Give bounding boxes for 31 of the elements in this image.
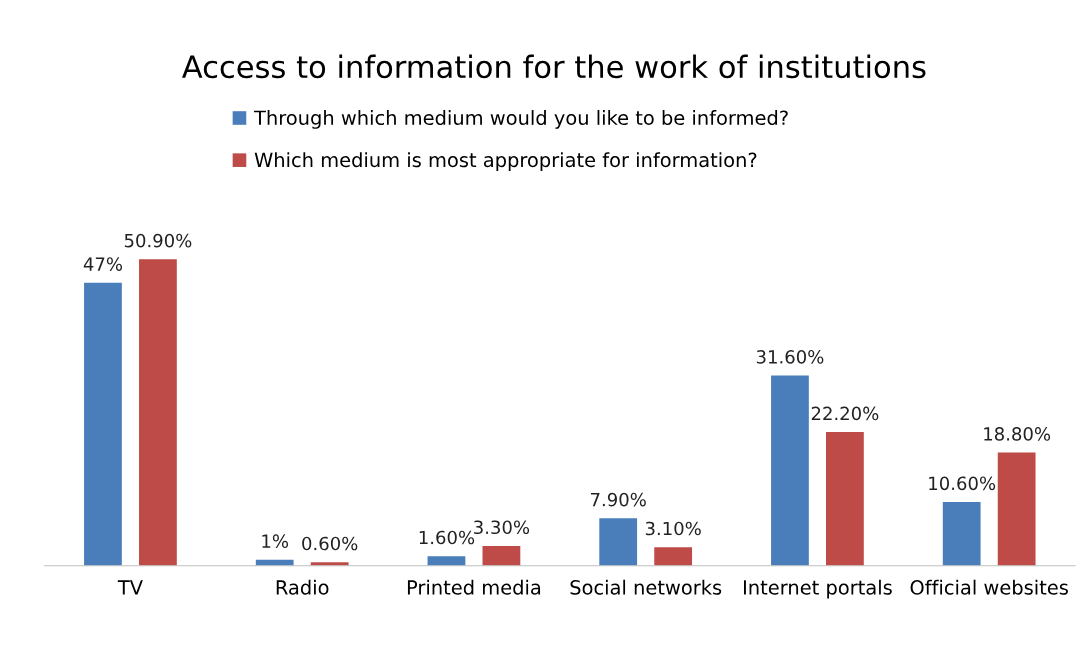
bar	[84, 282, 122, 566]
bar	[942, 501, 981, 566]
x-tick-label: Official websites	[910, 579, 1068, 595]
data-label: 3.30%	[474, 520, 530, 535]
x-tick-label: Radio	[276, 579, 329, 595]
legend-label: Which medium is most appropriate for information?	[254, 152, 757, 172]
chart-title: Access to information for the work of institutions	[182, 54, 926, 79]
data-label: 1%	[262, 534, 289, 548]
x-tick-label: Internet portals	[743, 579, 892, 599]
data-label: 3.10%	[645, 521, 701, 536]
x-tick-label: Printed media	[407, 579, 541, 595]
bar	[654, 547, 693, 566]
bar	[139, 259, 177, 566]
bar	[826, 432, 864, 566]
data-label: 22.20%	[811, 406, 879, 421]
data-label: 7.90%	[591, 492, 646, 507]
bar	[771, 375, 809, 566]
data-label: 47%	[83, 257, 123, 271]
data-label: 10.60%	[929, 476, 996, 491]
x-tick-label: Social networks	[570, 579, 722, 595]
data-label: 1.60%	[419, 530, 475, 545]
data-label: 50.90%	[124, 233, 192, 248]
bar	[482, 545, 521, 566]
data-label: 0.60%	[302, 536, 358, 551]
legend-label: Through which medium would you like to be informed?	[253, 110, 788, 129]
bar	[599, 518, 638, 566]
data-label: 31.60%	[756, 350, 824, 364]
bar	[997, 452, 1036, 566]
x-tick-label: TV	[117, 580, 143, 595]
bar	[427, 556, 466, 566]
data-label: 18.80%	[984, 427, 1051, 441]
